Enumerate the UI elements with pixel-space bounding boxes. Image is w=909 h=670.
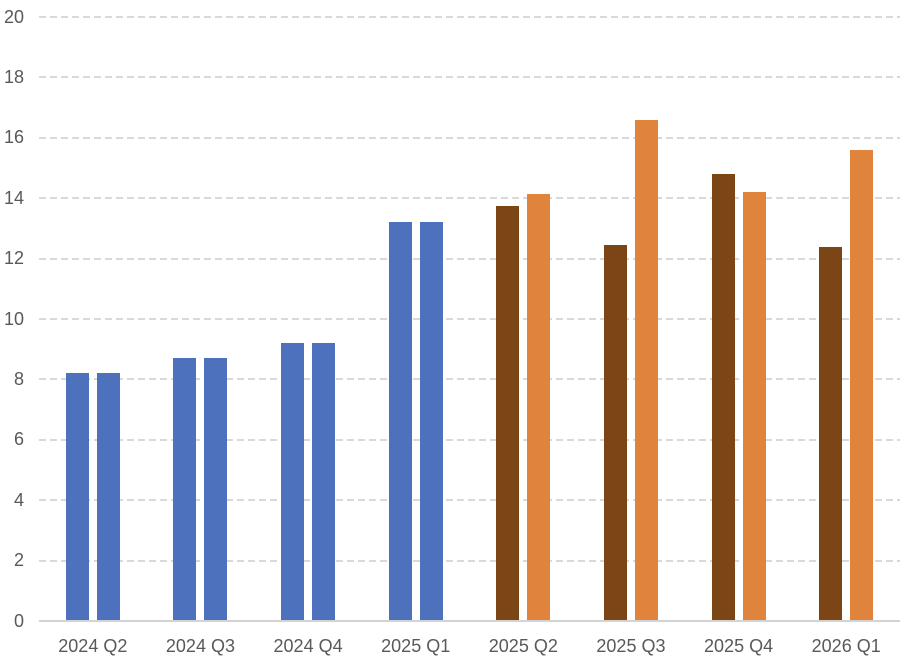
bar-2025-q1-series-2 xyxy=(419,222,443,621)
gridline-y-18 xyxy=(39,76,900,79)
bar-2025-q2-series-2 xyxy=(527,193,551,621)
x-tick-label-2025-q2: 2025 Q2 xyxy=(488,636,558,656)
gridline-y-6 xyxy=(39,438,900,441)
x-tick-label-2025-q3: 2025 Q3 xyxy=(596,636,666,656)
gridline-y-20 xyxy=(39,16,900,18)
bar-2024-q4-series-1 xyxy=(281,343,305,621)
y-tick-label-8: 8 xyxy=(13,368,24,389)
x-tick-label-2025-q4: 2025 Q4 xyxy=(704,636,774,656)
gridline-y-4 xyxy=(39,499,900,502)
x-tick-label-2024-q3: 2024 Q3 xyxy=(165,636,235,656)
x-tick-label-2026-q1: 2026 Q1 xyxy=(811,636,881,656)
bar-2025-q3-series-2 xyxy=(634,119,658,621)
y-tick-label-14: 14 xyxy=(3,187,24,208)
bar-2024-q3-series-1 xyxy=(173,358,197,621)
y-tick-label-2: 2 xyxy=(13,550,24,571)
y-tick-label-12: 12 xyxy=(3,248,24,269)
gridline-y-12 xyxy=(39,257,900,260)
bar-2024-q2-series-1 xyxy=(65,373,89,621)
gridline-y-8 xyxy=(39,378,900,381)
bar-2026-q1-series-2 xyxy=(850,149,874,621)
y-tick-label-18: 18 xyxy=(3,66,24,87)
bar-2024-q3-series-2 xyxy=(204,358,228,621)
gridline-y-10 xyxy=(39,318,900,320)
x-tick-label-2024-q4: 2024 Q4 xyxy=(273,636,343,656)
bar-2024-q4-series-2 xyxy=(312,343,336,621)
y-tick-label-10: 10 xyxy=(3,308,24,329)
x-axis-line xyxy=(39,620,900,622)
y-tick-label-0: 0 xyxy=(13,610,24,631)
y-tick-label-4: 4 xyxy=(13,489,24,510)
y-tick-label-6: 6 xyxy=(13,429,24,450)
bar-2025-q3-series-1 xyxy=(603,245,627,621)
x-tick-label-2025-q1: 2025 Q1 xyxy=(381,636,451,656)
gridline-y-2 xyxy=(39,559,900,562)
x-tick-label-2024-q2: 2024 Q2 xyxy=(58,636,128,656)
bar-2025-q1-series-1 xyxy=(388,222,412,621)
y-tick-label-20: 20 xyxy=(3,6,24,27)
y-tick-label-16: 16 xyxy=(3,127,24,148)
bar-2025-q4-series-2 xyxy=(742,192,766,621)
gridline-y-14 xyxy=(39,197,900,200)
gridline-y-16 xyxy=(39,136,900,139)
bar-2025-q4-series-1 xyxy=(711,174,735,621)
bar-2025-q2-series-1 xyxy=(496,205,520,621)
bar-2024-q2-series-2 xyxy=(96,373,120,621)
bar-2026-q1-series-1 xyxy=(819,246,843,621)
